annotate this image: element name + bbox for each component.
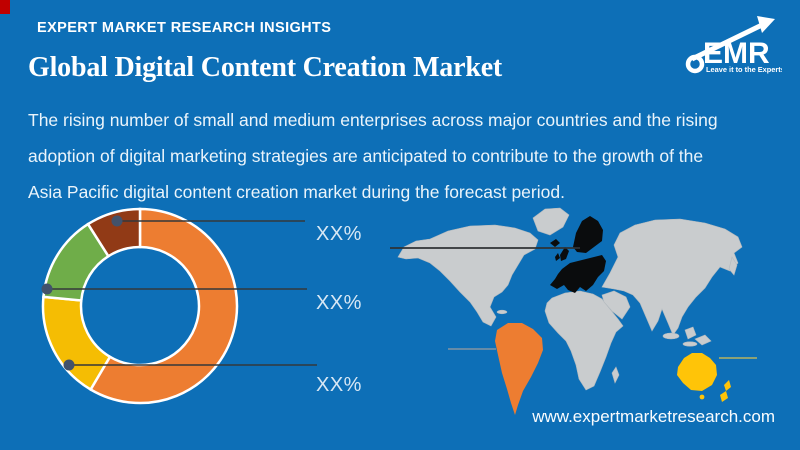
map-region-madagascar bbox=[611, 366, 620, 384]
map-region-scandinavia bbox=[573, 216, 603, 253]
corner-accent bbox=[0, 0, 10, 14]
corner-accent-square bbox=[0, 0, 10, 14]
map-region-borneo bbox=[684, 326, 697, 340]
map-region-uk bbox=[560, 247, 569, 261]
donut-callout-lines bbox=[41, 215, 317, 371]
brand-eyebrow: EXPERT MARKET RESEARCH INSIGHTS bbox=[37, 20, 332, 36]
donut-segment-orange bbox=[88, 207, 239, 405]
map-region-ireland bbox=[555, 253, 560, 261]
callout-dot-green bbox=[41, 283, 53, 295]
page-title: Global Digital Content Creation Market bbox=[28, 52, 503, 83]
map-region-asia bbox=[601, 218, 743, 336]
map-region-australia bbox=[677, 353, 717, 391]
callout-dot-yellow bbox=[63, 359, 75, 371]
logo-ring-icon bbox=[685, 54, 705, 74]
map-region-new-zealand-north bbox=[724, 380, 731, 391]
logo-text: EMR bbox=[703, 37, 770, 70]
map-region-new-guinea bbox=[694, 334, 712, 346]
emr-logo: EMR Leave it to the Experts! bbox=[685, 16, 782, 74]
donut-callout-label: XX% bbox=[316, 223, 362, 245]
world-map bbox=[390, 207, 757, 415]
map-region-tasmania bbox=[699, 394, 705, 400]
logo-arrow-icon bbox=[690, 16, 775, 62]
donut-segment-yellow bbox=[41, 295, 112, 392]
callout-dot-brown bbox=[111, 215, 123, 227]
map-region-new-zealand-south bbox=[720, 391, 728, 402]
map-region-europe bbox=[550, 216, 606, 293]
donut-callout-label: XX% bbox=[316, 292, 362, 314]
map-region-sumatra bbox=[662, 332, 680, 340]
map-region-cuba bbox=[496, 309, 508, 315]
website-link[interactable]: www.expertmarketresearch.com bbox=[532, 407, 775, 426]
logo-tagline: Leave it to the Experts! bbox=[706, 65, 782, 74]
description-line: Asia Pacific digital content creation ma… bbox=[28, 182, 565, 202]
map-region-australia-nz bbox=[677, 353, 731, 402]
description-line: The rising number of small and medium en… bbox=[28, 110, 718, 130]
map-region-north-america bbox=[397, 224, 539, 327]
map-region-greenland bbox=[532, 207, 570, 236]
map-region-japan bbox=[728, 256, 738, 276]
donut-segments bbox=[41, 207, 239, 405]
description-line: adoption of digital marketing strategies… bbox=[28, 146, 704, 166]
description-paragraph: The rising number of small and medium en… bbox=[28, 102, 718, 210]
donut-callout-label: XX% bbox=[316, 374, 362, 396]
map-region-iceland bbox=[550, 239, 560, 247]
donut-chart bbox=[41, 207, 317, 405]
map-region-java bbox=[682, 341, 698, 347]
map-region-europe-mainland bbox=[550, 255, 606, 293]
map-region-arabia bbox=[601, 290, 631, 320]
map-region-africa bbox=[544, 290, 624, 391]
map-region-south-america bbox=[495, 323, 543, 415]
